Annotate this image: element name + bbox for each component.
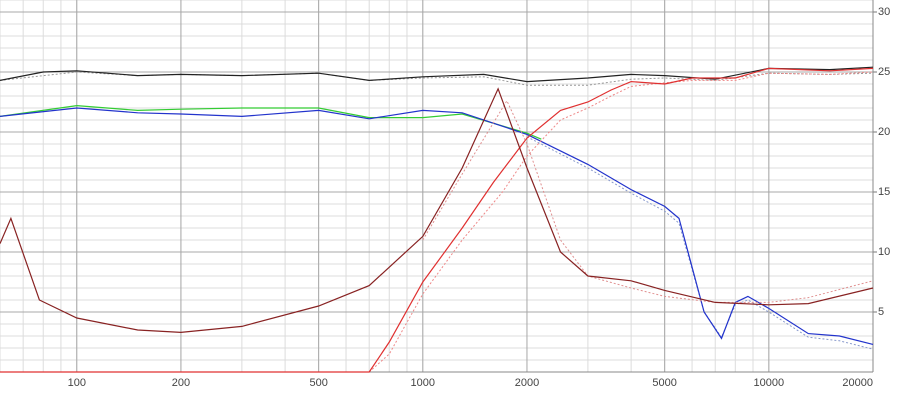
- x-tick-label: 500: [309, 377, 327, 389]
- x-tick-label: 20000: [842, 377, 873, 389]
- x-tick-label: 200: [172, 377, 190, 389]
- x-tick-label: 2000: [515, 377, 539, 389]
- series-line: [368, 71, 874, 373]
- series-line: [0, 104, 542, 140]
- x-tick-label: 5000: [652, 377, 676, 389]
- x-tick-label: 10000: [754, 377, 785, 389]
- x-tick-label: 1000: [411, 377, 435, 389]
- y-tick-label: 30: [878, 6, 890, 18]
- series-line: [0, 107, 874, 345]
- series-line: [0, 67, 874, 373]
- y-tick-label: 5: [878, 306, 884, 318]
- y-tick-label: 15: [878, 186, 890, 198]
- series-line: [0, 71, 874, 86]
- series-line: [422, 99, 874, 303]
- y-tick-label: 25: [878, 66, 890, 78]
- series-line: [526, 136, 874, 350]
- x-tick-label: 100: [68, 377, 86, 389]
- series-line: [0, 87, 874, 334]
- y-tick-label: 20: [878, 126, 890, 138]
- y-tick-label: 10: [878, 246, 890, 258]
- series-line: [0, 66, 874, 83]
